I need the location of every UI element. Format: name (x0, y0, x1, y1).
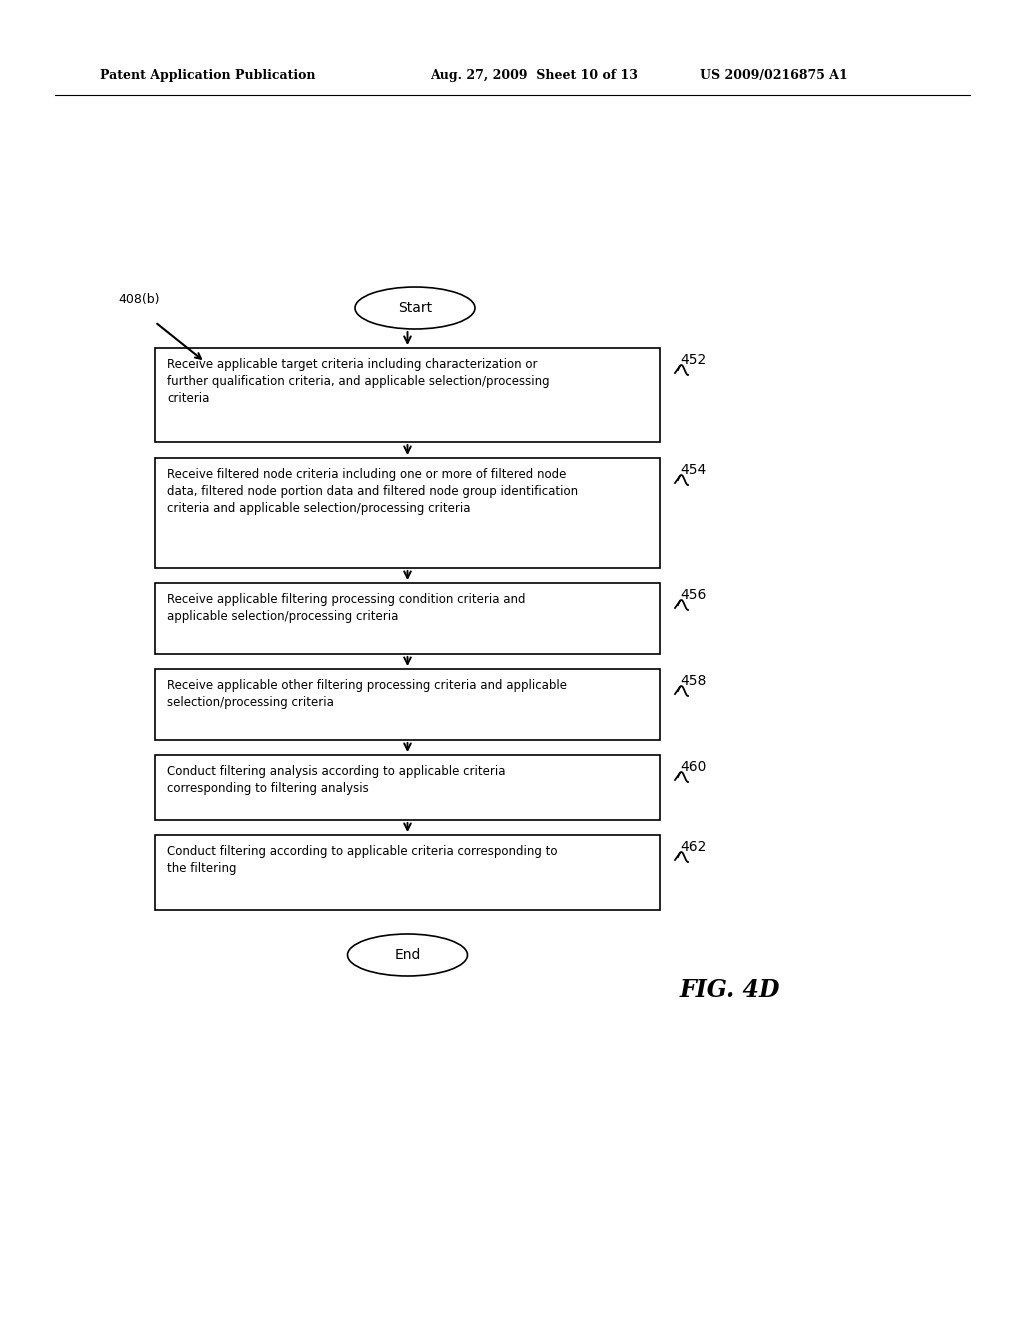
Bar (155, 348, 660, 442)
Text: Conduct filtering according to applicable criteria corresponding to
the filterin: Conduct filtering according to applicabl… (167, 845, 557, 875)
Text: Receive filtered node criteria including one or more of filtered node
data, filt: Receive filtered node criteria including… (167, 469, 579, 515)
Text: 456: 456 (680, 587, 707, 602)
Text: Start: Start (398, 301, 432, 315)
Bar (155, 458, 660, 568)
Text: Receive applicable target criteria including characterization or
further qualifi: Receive applicable target criteria inclu… (167, 358, 550, 405)
Ellipse shape (347, 935, 468, 975)
Text: US 2009/0216875 A1: US 2009/0216875 A1 (700, 69, 848, 82)
Ellipse shape (355, 286, 475, 329)
Bar (155, 836, 660, 909)
Text: 408(b): 408(b) (118, 293, 160, 306)
Text: FIG. 4D: FIG. 4D (680, 978, 780, 1002)
Text: End: End (394, 948, 421, 962)
Text: Conduct filtering analysis according to applicable criteria
corresponding to fil: Conduct filtering analysis according to … (167, 766, 506, 795)
Text: 452: 452 (680, 352, 707, 367)
Text: 458: 458 (680, 675, 707, 688)
Bar (155, 669, 660, 741)
Text: 462: 462 (680, 840, 707, 854)
Text: 460: 460 (680, 760, 707, 774)
Text: Receive applicable filtering processing condition criteria and
applicable select: Receive applicable filtering processing … (167, 593, 525, 623)
Text: Patent Application Publication: Patent Application Publication (100, 69, 315, 82)
Text: Aug. 27, 2009  Sheet 10 of 13: Aug. 27, 2009 Sheet 10 of 13 (430, 69, 638, 82)
Bar (155, 755, 660, 820)
Text: Receive applicable other filtering processing criteria and applicable
selection/: Receive applicable other filtering proce… (167, 678, 567, 709)
Text: 454: 454 (680, 463, 707, 477)
Bar (155, 583, 660, 653)
